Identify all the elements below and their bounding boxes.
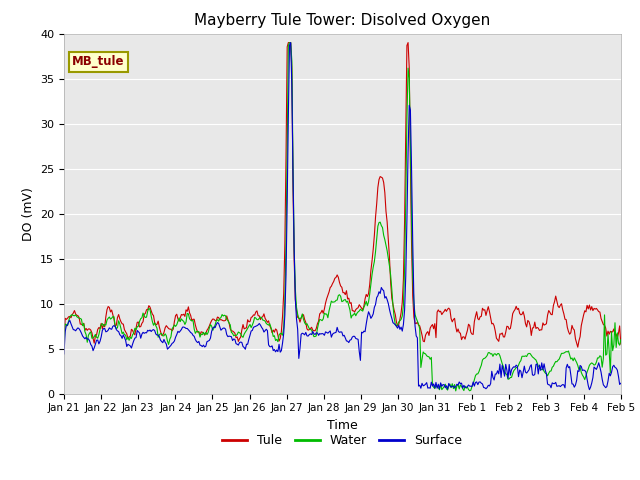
Legend: Tule, Water, Surface: Tule, Water, Surface — [218, 429, 467, 452]
Water — [373, 236, 381, 241]
Tule — [617, 341, 625, 347]
Surface — [617, 380, 625, 386]
Tule — [234, 334, 241, 340]
Water — [452, 388, 460, 394]
Surface — [60, 351, 68, 357]
Surface — [586, 387, 593, 393]
Surface — [567, 372, 575, 378]
Surface — [287, 40, 294, 46]
Water — [234, 332, 241, 337]
Water — [568, 355, 576, 361]
Surface — [470, 383, 478, 389]
Tule — [285, 40, 292, 46]
Tule — [574, 344, 582, 350]
Tule — [470, 319, 478, 324]
Surface — [373, 295, 381, 300]
Surface — [296, 346, 304, 351]
Tule — [296, 319, 304, 325]
Tule — [399, 276, 407, 282]
Y-axis label: DO (mV): DO (mV) — [22, 187, 35, 240]
Tule — [567, 330, 575, 336]
Text: MB_tule: MB_tule — [72, 55, 125, 68]
Water — [296, 316, 304, 322]
Surface — [234, 341, 241, 347]
Tule — [373, 201, 381, 206]
X-axis label: Time: Time — [327, 419, 358, 432]
Surface — [399, 322, 407, 327]
Water — [399, 302, 407, 308]
Line: Tule: Tule — [64, 43, 621, 347]
Water — [472, 372, 479, 378]
Line: Water: Water — [64, 43, 621, 391]
Line: Surface: Surface — [64, 43, 621, 390]
Tule — [60, 340, 68, 346]
Title: Mayberry Tule Tower: Disolved Oxygen: Mayberry Tule Tower: Disolved Oxygen — [195, 13, 490, 28]
Water — [617, 337, 625, 343]
Water — [60, 343, 68, 348]
Water — [285, 40, 293, 46]
